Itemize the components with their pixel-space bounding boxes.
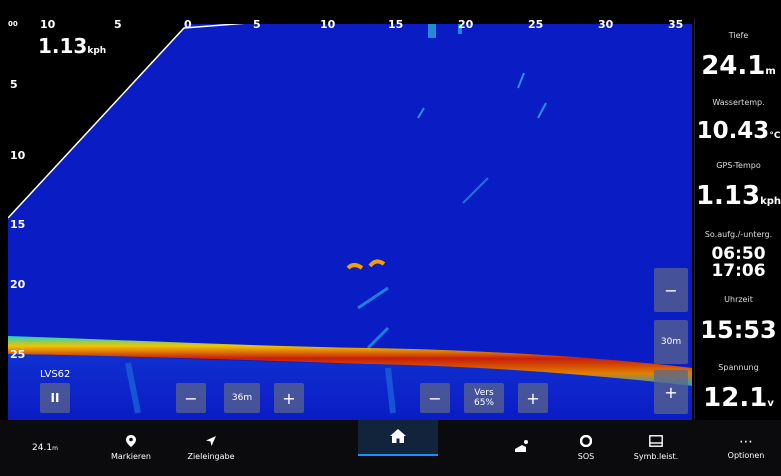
range-minus-button[interactable]: − [176, 383, 206, 413]
data-panel: Tiefe 24.1m Wassertemp. 10.43°C GPS-Temp… [694, 18, 781, 420]
distance-scale-label: 20 [458, 18, 474, 31]
zoom-minus-button[interactable]: − [654, 268, 688, 312]
map-pin-icon [126, 435, 136, 449]
sidebar-toggle-button[interactable]: Symb.leist. [626, 420, 686, 476]
minus-icon: − [428, 388, 442, 408]
distance-scale-label: 25 [528, 18, 544, 31]
navigate-arrow-icon [205, 435, 217, 449]
plus-icon: + [526, 388, 540, 408]
goto-button[interactable]: Zieleingabe [176, 420, 246, 476]
man-overboard-icon [514, 439, 530, 455]
home-button[interactable] [358, 420, 438, 456]
plus-icon: + [282, 388, 296, 408]
sunset-value: 17:06 [711, 261, 766, 281]
options-label: Optionen [727, 451, 765, 460]
gain-minus-button[interactable]: − [420, 383, 450, 413]
range-plus-button[interactable]: + [274, 383, 304, 413]
speed-unit: kph [87, 46, 107, 56]
depth-shortcut-unit: m [52, 445, 58, 452]
lifebuoy-icon [579, 434, 593, 449]
gain-percent: 65% [473, 398, 494, 408]
speed-readout: 1.13kph [38, 36, 106, 56]
clock-value: 15:53 [700, 316, 777, 344]
sunrise-value: 06:50 [711, 244, 766, 264]
zoom-value-text: 30m [660, 337, 682, 347]
gain-value: Vers 65% [464, 383, 504, 413]
depth-scale-label: 10 [10, 149, 26, 162]
clock-label: Uhrzeit [724, 295, 753, 304]
depth-scale-label: 00 [8, 20, 18, 28]
distance-scale-label: 10 [40, 18, 56, 31]
depth-unit: m [765, 66, 776, 77]
water-temp-number: 10.43 [696, 118, 770, 144]
channel-label: LVS62 [40, 369, 71, 380]
sidebar-icon [649, 435, 663, 449]
mark-button[interactable]: Markieren [96, 420, 166, 476]
voltage-unit: v [767, 398, 774, 409]
voltage-number: 12.1 [703, 383, 768, 413]
pause-icon: II [50, 391, 60, 405]
sos-label: SOS [577, 452, 595, 461]
zoom-plus-button[interactable]: + [654, 370, 688, 414]
mob-button[interactable] [502, 420, 542, 476]
depth-scale-label: 15 [10, 218, 26, 231]
depth-scale-label: 5 [10, 78, 18, 91]
depth-label: Tiefe [728, 31, 749, 40]
depth-value: 24.1m [695, 51, 781, 81]
voltage-label: Spannung [718, 363, 759, 372]
gps-speed-unit: kph [760, 196, 781, 207]
depth-shortcut[interactable]: 24.1m [20, 420, 70, 476]
gps-speed-number: 1.13 [695, 181, 761, 211]
mark-label: Markieren [111, 452, 151, 461]
water-temp-label: Wassertemp. [712, 98, 765, 107]
depth-scale-label: 20 [10, 278, 26, 291]
range-value: 36m [224, 383, 260, 413]
pause-button[interactable]: II [40, 383, 70, 413]
speed-value: 1.13 [38, 34, 88, 58]
distance-scale-label: 5 [114, 18, 122, 31]
depth-scale-label: 25 [10, 348, 26, 361]
distance-scale-label: 0 [184, 18, 192, 31]
zoom-value: 30m [654, 320, 688, 364]
gps-speed-label: GPS-Tempo [716, 161, 761, 170]
distance-scale-label: 15 [388, 18, 404, 31]
water-temp-unit: °C [769, 131, 781, 141]
gps-speed-value: 1.13kph [695, 181, 781, 211]
range-value-text: 36m [231, 393, 253, 403]
sonar-image [8, 18, 692, 420]
distance-scale-label: 35 [668, 18, 684, 31]
goto-label: Zieleingabe [187, 452, 235, 461]
water-temp-value: 10.43°C [695, 118, 781, 144]
gain-label: Vers [474, 388, 494, 398]
distance-scale-label: 10 [320, 18, 336, 31]
minus-icon: − [664, 280, 678, 300]
sos-button[interactable]: SOS [566, 420, 606, 476]
distance-scale-label: 5 [253, 18, 261, 31]
distance-scale-label: 30 [598, 18, 614, 31]
plus-icon: + [664, 382, 678, 402]
sidebar-label: Symb.leist. [633, 452, 679, 461]
home-icon [389, 428, 407, 448]
minus-icon: − [184, 388, 198, 408]
more-dots-icon: ⋯ [739, 434, 753, 450]
sunrise-sunset-label: So.aufg./-unterg. [704, 230, 773, 239]
gain-plus-button[interactable]: + [518, 383, 548, 413]
depth-number: 24.1 [701, 51, 766, 81]
options-button[interactable]: ⋯ Optionen [716, 420, 776, 476]
sonar-view[interactable]: 00 5 10 15 20 25 10 5 0 5 10 15 20 25 30… [8, 18, 692, 420]
voltage-value: 12.1v [695, 383, 781, 413]
depth-shortcut-value: 24.1 [32, 443, 53, 453]
